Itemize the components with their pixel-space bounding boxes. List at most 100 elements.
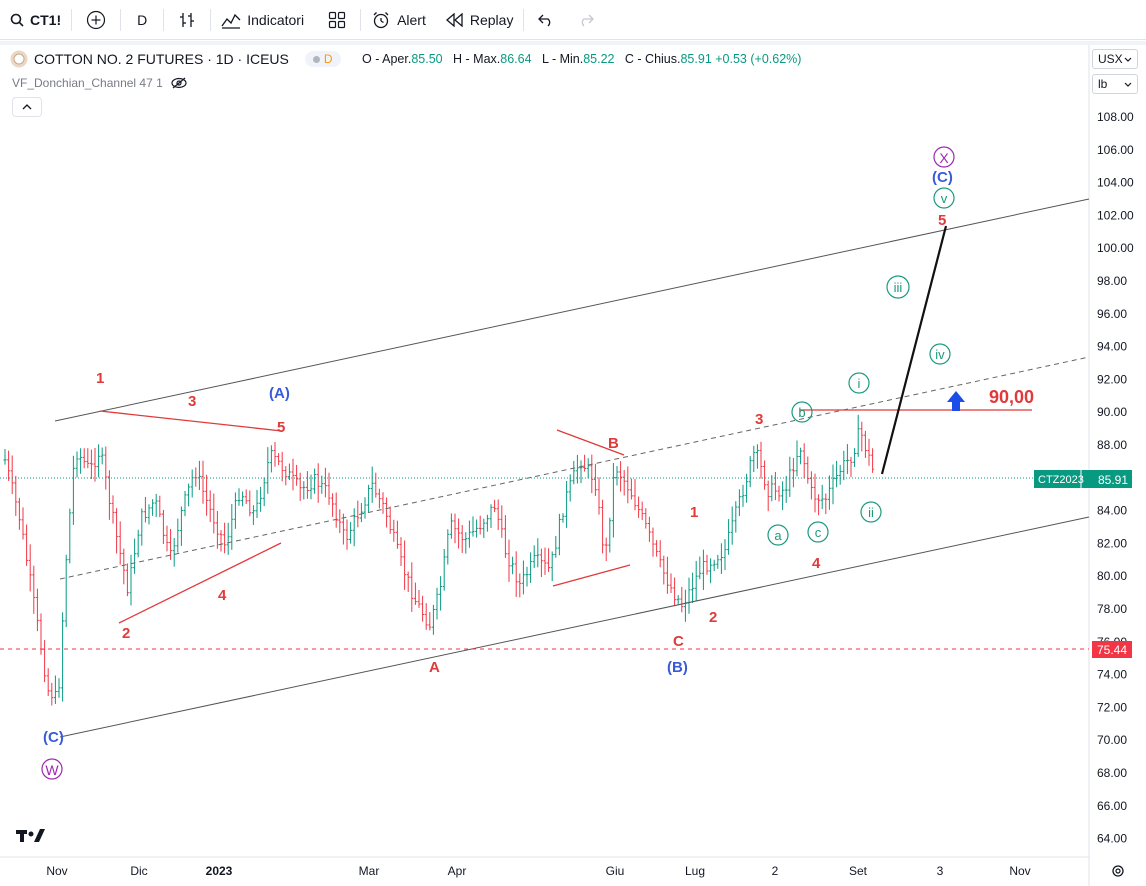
alert-button[interactable]: Alert	[361, 0, 436, 40]
cotton-symbol-icon	[10, 50, 28, 68]
ohlc-bar	[133, 538, 137, 574]
ohlc-bar	[255, 489, 259, 519]
ohlc-bar	[417, 590, 421, 608]
price-tick-label: 106.00	[1097, 143, 1134, 157]
ohlc-bar	[262, 477, 266, 507]
ohlc-bar	[46, 668, 50, 697]
divider	[163, 8, 165, 31]
ohlc-bar	[410, 562, 414, 612]
ohlc-bar	[575, 454, 579, 484]
delayed-data-badge[interactable]: D	[304, 51, 341, 67]
triangle-lower-trendline[interactable]	[118, 542, 282, 624]
wave-label-green-i: i	[858, 376, 861, 391]
currency-select[interactable]: USX	[1092, 49, 1138, 69]
ohlc-bar	[773, 471, 777, 501]
projection-line[interactable]	[880, 225, 948, 475]
ohlc-bar	[795, 440, 799, 477]
time-tick-label: Nov	[46, 864, 67, 878]
ohlc-bar	[219, 530, 223, 552]
price-tick-label: 96.00	[1097, 307, 1127, 321]
close-value: 85.91	[680, 52, 712, 66]
ohlc-bar	[604, 537, 608, 562]
wave-label-red-4b: 4	[812, 555, 821, 572]
ohlc-bar	[568, 474, 572, 502]
ohlc-bar	[831, 464, 835, 505]
ohlc-bar	[241, 491, 245, 507]
ohlc-bar	[446, 529, 450, 565]
time-tick-label: Nov	[1009, 864, 1030, 878]
ohlc-bar	[709, 558, 713, 584]
ohlc-bar	[701, 549, 705, 590]
ohlc-bar	[827, 475, 831, 510]
channel-upper-line[interactable]	[54, 198, 1090, 422]
chart-type-button[interactable]	[164, 0, 210, 40]
ohlc-bar	[237, 488, 241, 506]
ohlc-bar	[583, 454, 587, 472]
ohlc-bar	[403, 540, 407, 590]
ohlc-bar	[766, 480, 770, 512]
rewind-icon	[445, 12, 463, 27]
tradingview-logo	[16, 829, 45, 842]
ohlc-bar	[680, 586, 684, 613]
unit-select[interactable]: lb	[1092, 74, 1138, 94]
ohlc-bar	[233, 492, 237, 529]
ohlc-bar	[428, 612, 432, 631]
settings-gear-icon[interactable]	[1112, 865, 1124, 877]
ohlc-bar	[698, 556, 702, 580]
ohlc-bar	[557, 513, 561, 556]
ohlc-bar	[82, 448, 86, 469]
symbol-legend[interactable]: COTTON NO. 2 FUTURES · 1D · ICEUS D	[10, 50, 341, 68]
ohlc-bar	[867, 438, 871, 466]
ohlc-bar	[676, 595, 680, 605]
replay-button[interactable]: Replay	[436, 0, 524, 40]
interval-button[interactable]: D	[121, 0, 163, 40]
price-tick-label: 72.00	[1097, 700, 1127, 714]
eye-hidden-icon[interactable]	[171, 77, 187, 89]
interval-label: D	[137, 11, 148, 28]
ohlc-bar	[817, 494, 821, 516]
price-tick-label: 68.00	[1097, 766, 1127, 780]
ohlc-bar	[359, 503, 363, 523]
ohlc-bar	[601, 499, 605, 554]
ohlc-bar	[223, 522, 227, 554]
ohlc-bar	[543, 547, 547, 575]
ohlc-bar	[561, 513, 565, 523]
chart-pane[interactable]	[0, 41, 1146, 886]
ohlc-bar	[637, 496, 641, 518]
price-tick-label: 74.00	[1097, 668, 1127, 682]
ohlc-bar	[518, 573, 522, 598]
indicator-legend[interactable]: VF_Donchian_Channel 47 1	[12, 76, 187, 90]
ohlc-bar	[43, 640, 47, 683]
time-axis[interactable]: Nov Dic 2023 Mar Apr Giu Lug 2 Set 3 Nov	[46, 864, 1030, 878]
ohlc-bar	[370, 466, 374, 503]
ohlc-bar	[399, 537, 403, 566]
ohlc-bar	[140, 508, 144, 546]
layouts-button[interactable]	[314, 0, 360, 40]
indicators-button[interactable]: Indicatori	[211, 0, 314, 40]
compare-button[interactable]	[72, 0, 120, 40]
chevron-down-icon	[1124, 57, 1132, 62]
ohlc-bar	[97, 444, 101, 478]
price-tick-label: 82.00	[1097, 536, 1127, 550]
ohlc-bar	[28, 544, 32, 592]
undo-button[interactable]	[524, 0, 568, 40]
ohlc-bar	[424, 603, 428, 630]
ohlc-bar	[457, 518, 461, 549]
ohlc-bar	[244, 489, 248, 505]
wave-label-blue-C-high: (C)	[932, 169, 953, 186]
triangle-upper-trendline[interactable]	[99, 410, 283, 432]
wave-label-blue-A: (A)	[269, 385, 290, 402]
ohlc-bar	[478, 515, 482, 535]
ohlc-bar	[687, 577, 691, 614]
channel-lower-line[interactable]	[59, 516, 1090, 738]
wedge-upper-trendline[interactable]	[556, 429, 625, 456]
ohlc-bar	[622, 470, 626, 496]
wave-label-purple-X: X	[939, 150, 949, 166]
redo-button[interactable]	[568, 0, 604, 40]
collapse-legend-button[interactable]	[12, 97, 42, 117]
channel-median-line[interactable]	[59, 356, 1090, 580]
ohlc-bar	[586, 458, 590, 479]
wedge-lower-trendline[interactable]	[552, 564, 631, 587]
symbol-search[interactable]: CT1!	[0, 0, 71, 40]
